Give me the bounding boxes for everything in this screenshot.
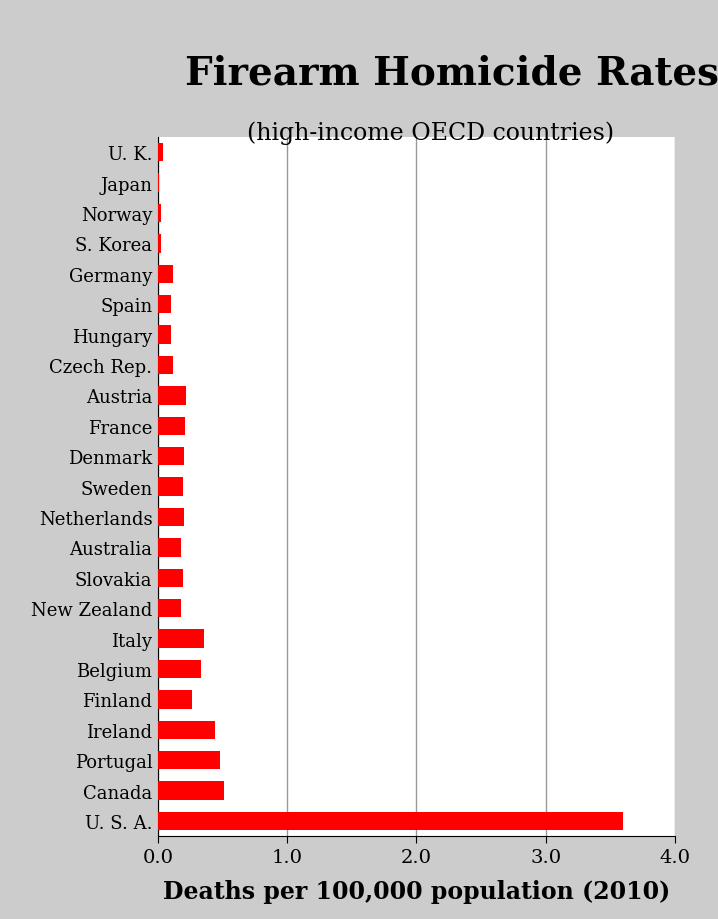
Bar (158, 782, 224, 800)
Bar (158, 417, 185, 436)
Bar (158, 387, 187, 405)
Bar (158, 357, 174, 375)
Bar (158, 205, 161, 223)
Text: Deaths per 100,000 population (2010): Deaths per 100,000 population (2010) (163, 879, 670, 903)
Bar (158, 175, 159, 192)
Bar (158, 751, 220, 769)
Bar (158, 144, 163, 162)
Bar (158, 296, 171, 314)
Bar (158, 326, 171, 345)
Text: (high-income OECD countries): (high-income OECD countries) (247, 121, 615, 145)
Bar (158, 235, 161, 254)
Bar (158, 690, 192, 709)
Bar (158, 812, 623, 830)
Bar (158, 569, 182, 587)
Bar (158, 266, 174, 284)
Bar (158, 508, 184, 527)
Text: Firearm Homicide Rates: Firearm Homicide Rates (185, 54, 718, 93)
Bar (158, 660, 200, 678)
Bar (158, 720, 215, 739)
Bar (158, 539, 181, 557)
Bar (158, 478, 182, 496)
Bar (158, 599, 181, 618)
Bar (158, 448, 184, 466)
Bar (158, 630, 205, 648)
